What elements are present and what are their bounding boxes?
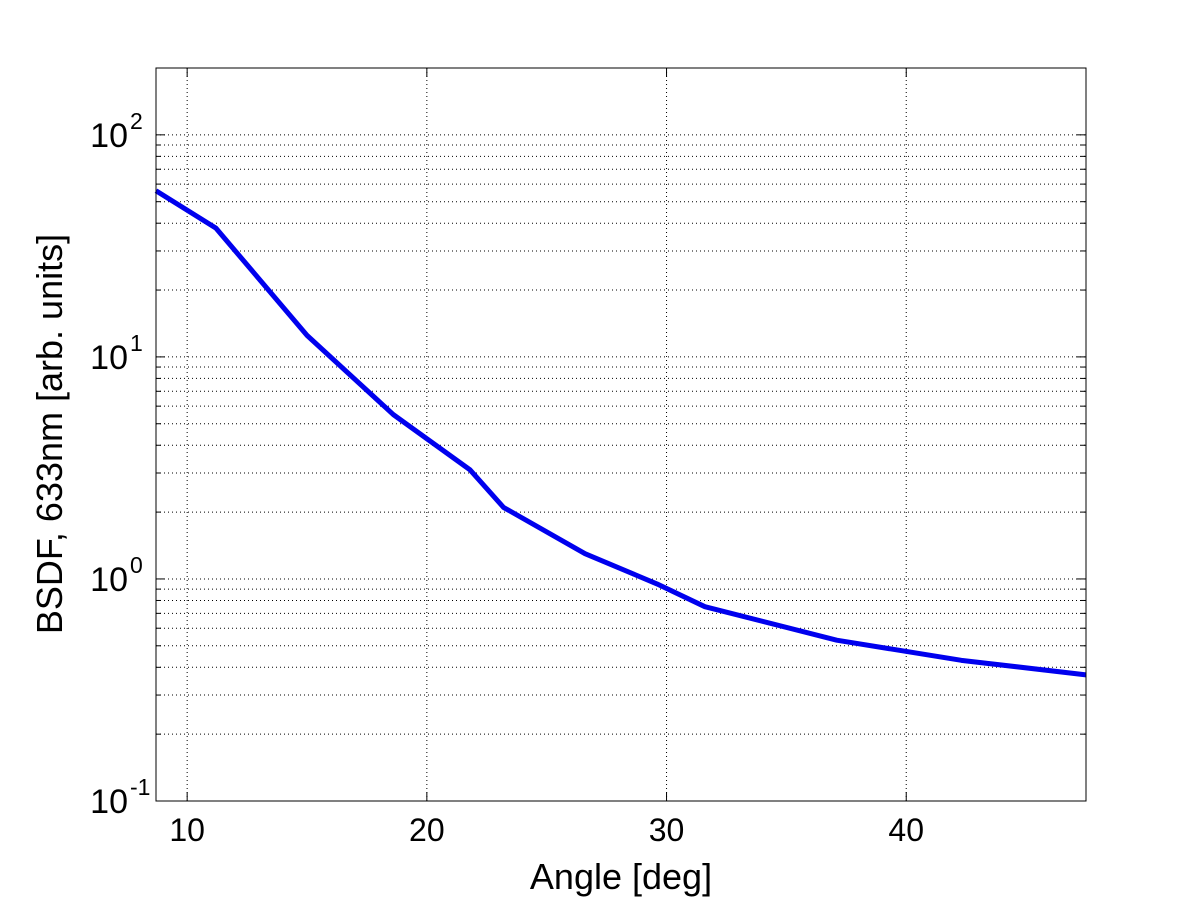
- x-tick-label: 40: [888, 812, 924, 848]
- y-tick-label: 10: [90, 783, 128, 821]
- series-layer: [154, 188, 1087, 678]
- x-axis-label: Angle [deg]: [530, 856, 712, 897]
- plot-frame: [155, 67, 1087, 802]
- y-tick-label: 10: [90, 561, 128, 599]
- y-tick-label-exponent: 0: [130, 552, 143, 578]
- y-tick-label: 10: [90, 339, 128, 377]
- y-tick-label: 10: [90, 117, 128, 155]
- y-tick-label-exponent: 1: [130, 330, 143, 356]
- grid: [156, 67, 1086, 802]
- y-tick-label-exponent: -1: [130, 774, 150, 800]
- ticks: [156, 67, 1086, 802]
- x-tick-label: 10: [169, 812, 205, 848]
- x-tick-label: 20: [409, 812, 445, 848]
- plot-background: [156, 68, 1086, 801]
- y-tick-label-exponent: 2: [130, 108, 143, 134]
- x-tick-label: 30: [649, 812, 685, 848]
- series-line: [154, 188, 1087, 678]
- y-axis-label: BSDF, 633nm [arb. units]: [29, 234, 70, 634]
